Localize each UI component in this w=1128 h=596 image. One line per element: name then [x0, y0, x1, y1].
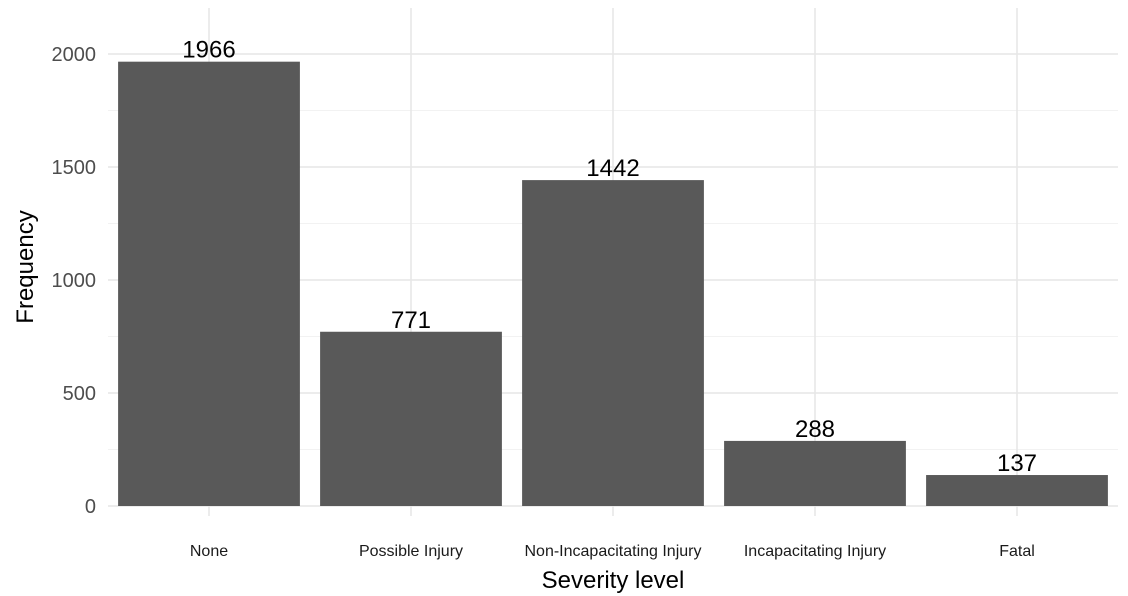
bar [522, 180, 704, 506]
x-tick-label: Fatal [999, 543, 1035, 560]
bar [926, 475, 1108, 506]
x-tick-label: Non-Incapacitating Injury [525, 543, 702, 560]
data-labels: 1966 771 1442 288 137 [182, 37, 1037, 477]
y-tick-label: 1500 [52, 157, 97, 179]
data-label: 1966 [182, 37, 235, 64]
bar [320, 331, 502, 506]
x-tick-label: Possible Injury [359, 543, 463, 560]
x-tick-label: Incapacitating Injury [744, 543, 886, 560]
y-tick-label: 2000 [52, 44, 97, 66]
data-label: 288 [795, 416, 835, 443]
data-label: 771 [391, 307, 431, 334]
y-tick-labels: 0 500 1000 1500 2000 [52, 44, 97, 518]
y-tick-label: 500 [63, 383, 96, 405]
y-axis-title: Frequency [12, 210, 39, 323]
bar [724, 440, 906, 506]
x-tick-labels: None Possible Injury Non-Incapacitating In… [190, 543, 1035, 560]
y-tick-label: 0 [85, 496, 96, 518]
data-label: 1442 [586, 155, 639, 182]
bar [118, 61, 300, 507]
x-axis-title: Severity level [542, 567, 685, 594]
y-tick-label: 1000 [52, 270, 97, 292]
bars [118, 61, 1108, 507]
x-tick-label: None [190, 543, 228, 560]
data-label: 137 [997, 450, 1037, 477]
